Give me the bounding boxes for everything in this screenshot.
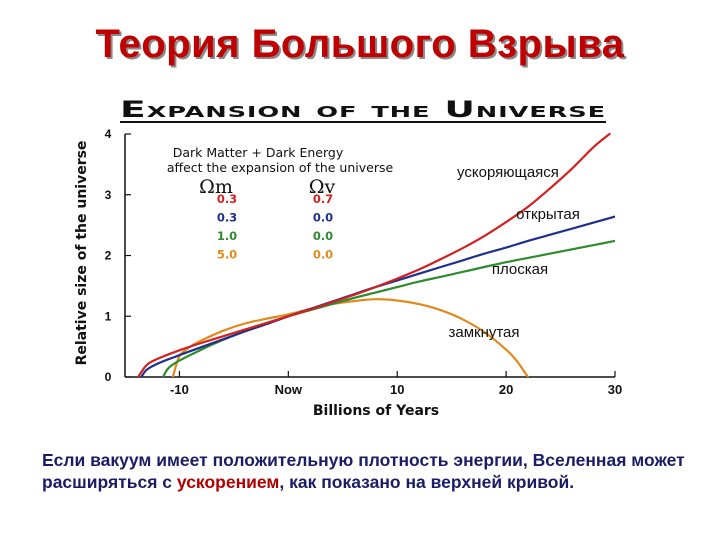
curve-annotation-open: открытая	[516, 206, 580, 223]
y-tick-label: 3	[105, 188, 112, 202]
y-tick-label: 4	[105, 127, 112, 141]
legend-heading: Dark Matter + Dark Energy	[173, 145, 344, 160]
x-tick-label: 20	[499, 382, 513, 397]
curve-annotation-closed: замкнутая	[448, 324, 519, 341]
caption-text-part: Если вакуум имеет положительную плотност…	[42, 450, 685, 492]
legend-value: 0.0	[313, 229, 333, 243]
caption-text: Если вакуум имеет положительную плотност…	[42, 449, 717, 493]
x-tick-label: Now	[275, 382, 303, 397]
legend-heading: affect the expansion of the universe	[167, 160, 394, 175]
x-tick-label: 10	[390, 382, 404, 397]
curve-annotation-accelerating: ускоряющаяся	[457, 164, 559, 181]
x-axis-label: Billions of Years	[313, 403, 439, 419]
caption-text-part: , как показано на верхней кривой.	[279, 472, 575, 492]
y-tick-label: 0	[105, 370, 112, 384]
slide-title: Теория Большого Взрыва	[95, 22, 625, 66]
legend-value: 0.3	[217, 192, 237, 206]
legend-value: 1.0	[217, 229, 237, 243]
series-line-open	[140, 215, 615, 377]
x-tick-label: -10	[170, 382, 189, 397]
curve-annotation-flat: плоская	[492, 261, 548, 278]
legend-value: 0.0	[313, 211, 333, 225]
legend-column-header: Ωm	[199, 176, 233, 198]
legend-value: 5.0	[217, 248, 237, 262]
y-tick-label: 1	[105, 309, 112, 323]
x-tick-label: 30	[608, 382, 622, 397]
legend-value: 0.7	[313, 192, 333, 206]
expansion-chart: 0 1 2 3 4 -10 Now 10 20 30 Expansion of the Univer…	[74, 98, 622, 419]
series-line-accelerating	[137, 132, 611, 377]
legend-column-header: Ωv	[309, 176, 336, 198]
legend-value: 0.3	[217, 211, 237, 225]
chart-title: Expansion of the Universe	[120, 98, 606, 123]
legend-value: 0.0	[313, 248, 333, 262]
series-line-closed	[171, 298, 529, 377]
caption-highlight: ускорением	[176, 472, 280, 492]
y-tick-label: 2	[105, 249, 112, 263]
y-axis-label: Relative size of the universe	[74, 141, 90, 366]
